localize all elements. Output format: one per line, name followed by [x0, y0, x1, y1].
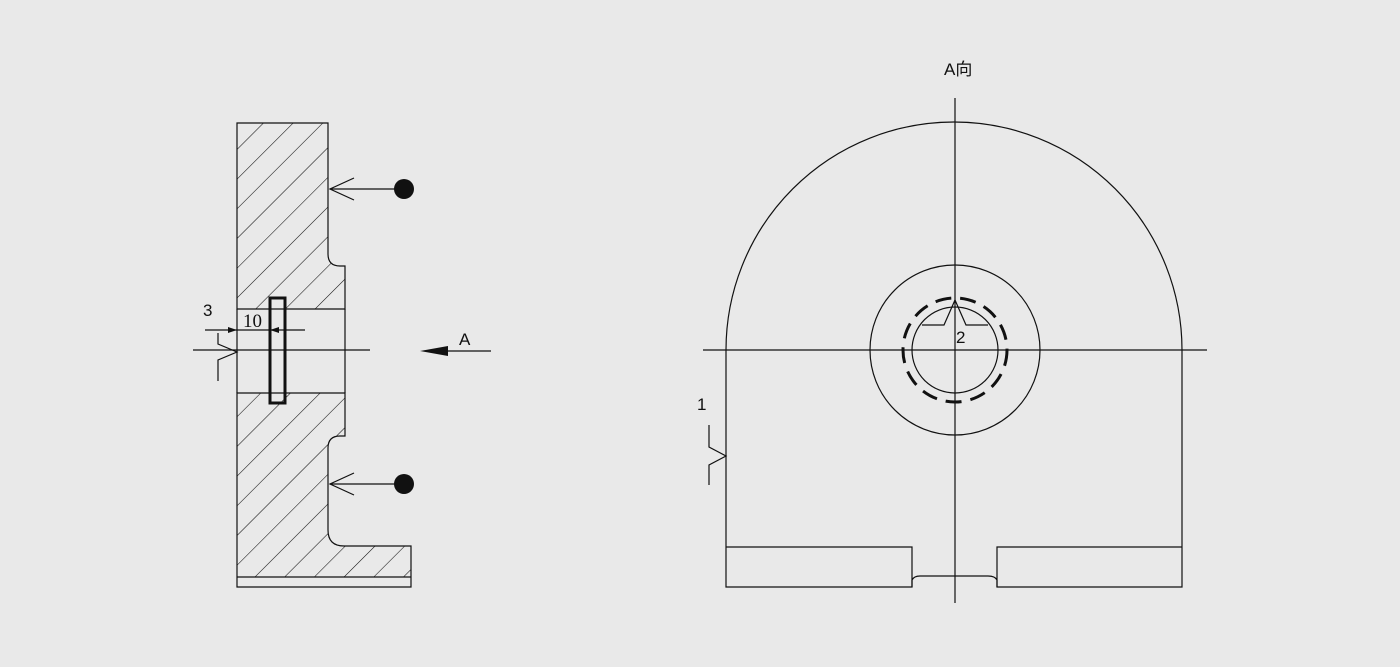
dimension-3-label: 3 — [203, 301, 212, 320]
roughness-symbol-2 — [922, 298, 988, 326]
section-outline-lower — [236, 392, 412, 588]
view-direction-arrow: A — [420, 330, 491, 356]
dim-10-arrowhead — [270, 327, 279, 333]
force-dot-top — [394, 179, 414, 199]
hidden-pin-circle — [901, 296, 1009, 404]
section-outline-upper — [236, 122, 346, 310]
boss-outer-circle — [869, 264, 1041, 436]
roughness-symbol-left — [217, 333, 239, 381]
section-view: 3 10 A — [193, 122, 491, 588]
dim-3-arrowhead — [228, 327, 237, 333]
force-arrow-bottom — [328, 472, 414, 496]
force-arrow-top — [328, 177, 414, 201]
view-arrow-label: A — [459, 330, 471, 349]
bottom-notch — [911, 575, 998, 587]
view-a-outline — [725, 121, 1183, 588]
section-bore — [236, 309, 346, 393]
callout-2-label: 2 — [956, 328, 965, 347]
force-dot-bottom — [394, 474, 414, 494]
dimension-10-label: 10 — [243, 311, 262, 332]
view-a: A向 2 1 — [697, 60, 1207, 603]
callout-1-label: 1 — [697, 395, 706, 414]
view-a-title: A向 — [944, 60, 972, 79]
bore-inner-circle — [911, 306, 999, 394]
roughness-symbol-1 — [708, 425, 728, 485]
pin-rectangle — [268, 296, 287, 405]
